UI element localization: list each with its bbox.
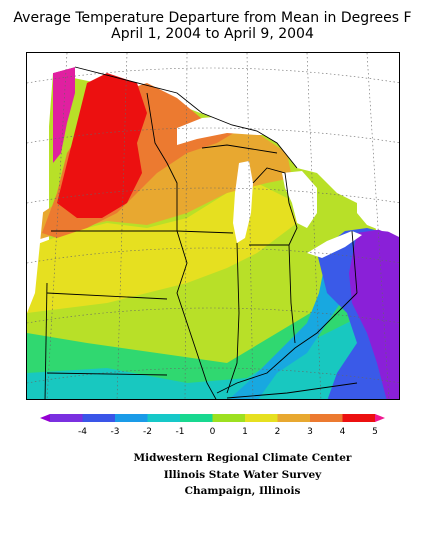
legend-tick-label: 0 <box>210 427 216 437</box>
legend-tick-label: -3 <box>111 427 120 437</box>
color-legend: -4-3-2-10123456 <box>40 414 385 437</box>
credit-line-2: Illinois State Water Survey <box>163 469 322 481</box>
lat-lon-grid <box>27 53 399 399</box>
legend-swatch <box>277 414 311 422</box>
legend-tick-label: -1 <box>176 427 185 437</box>
legend-tick-label: -4 <box>78 427 87 437</box>
legend-tick-label: 1 <box>242 427 248 437</box>
lake-michigan <box>233 161 253 243</box>
field-red <box>57 73 147 218</box>
legend-tick-label: 4 <box>340 427 346 437</box>
map-canvas <box>27 53 399 399</box>
field-teal <box>27 313 399 399</box>
legend-swatch <box>82 414 116 422</box>
field-purple <box>349 229 399 399</box>
lake-erie <box>307 231 362 258</box>
field-yellow <box>27 183 297 313</box>
legend-swatch <box>310 414 343 422</box>
legend-swatch <box>50 414 83 422</box>
legend-swatch <box>245 414 278 422</box>
legend-tick-label: 2 <box>275 427 281 437</box>
legend-swatch <box>342 414 376 422</box>
legend-swatch <box>147 414 181 422</box>
legend-tick-label: 3 <box>307 427 313 437</box>
legend-swatch <box>115 414 148 422</box>
map-title-line1: Average Temperature Departure from Mean … <box>13 10 412 26</box>
legend-arrow-low <box>40 414 50 422</box>
state-borders <box>44 66 358 399</box>
lake-huron <box>282 171 317 228</box>
map-title-line2: April 1, 2004 to April 9, 2004 <box>111 26 314 42</box>
outside-domain-left <box>27 53 77 313</box>
legend-arrow-high <box>375 414 385 422</box>
outside-domain-right <box>357 53 399 233</box>
credit-line-1: Midwestern Regional Climate Center <box>133 452 352 464</box>
credit-line-3: Champaign, Illinois <box>184 485 301 497</box>
field-magenta <box>53 67 75 163</box>
legend-swatch <box>212 414 246 422</box>
legend-swatch <box>180 414 213 422</box>
temperature-departure-map <box>26 52 400 400</box>
canada-region <box>77 53 357 203</box>
legend-tick-label: -2 <box>143 427 152 437</box>
legend-tick-label: 5 <box>372 427 378 437</box>
lake-superior <box>177 115 277 145</box>
